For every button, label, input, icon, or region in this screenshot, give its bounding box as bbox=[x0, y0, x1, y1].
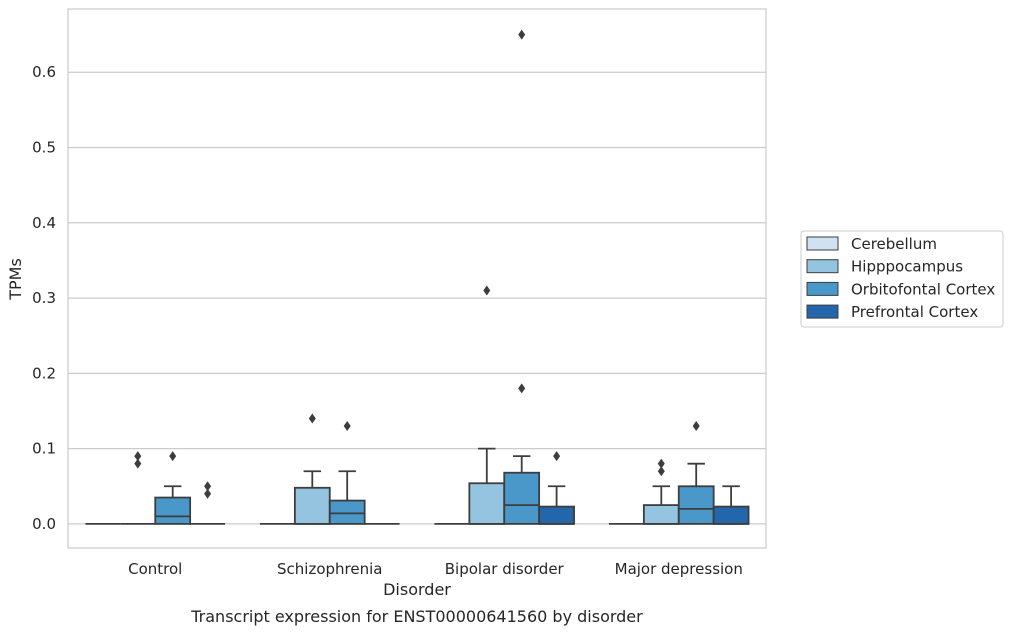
legend: Cerebellum Hipppocampus Orbitofontal Corte… bbox=[800, 230, 1004, 328]
outlier-point bbox=[692, 421, 700, 432]
x-tick-label: Schizophrenia bbox=[277, 560, 382, 578]
y-axis-ticks: 0.0 0.1 0.2 0.3 0.4 0.5 0.6 bbox=[32, 63, 56, 533]
outlier-point bbox=[308, 413, 316, 424]
box-body bbox=[154, 496, 192, 525]
outlier-point bbox=[657, 466, 665, 477]
y-tick-label: 0.5 bbox=[32, 139, 56, 157]
legend-swatch-hipppocampus bbox=[806, 259, 839, 274]
box-hipppocampus-major-depression bbox=[642, 458, 680, 525]
legend-frame bbox=[800, 230, 1004, 328]
outlier-point bbox=[518, 29, 526, 40]
x-axis-ticks: Control Schizophrenia Bipolar disorder Majo… bbox=[128, 560, 743, 578]
y-axis-label: TPMs bbox=[6, 258, 25, 301]
outlier-point bbox=[518, 383, 526, 394]
legend-label-prefrontal-cortex: Prefrontal Cortex bbox=[851, 303, 978, 321]
outlier-point bbox=[134, 451, 142, 462]
x-axis-label: Disorder bbox=[383, 580, 451, 599]
outlier-point bbox=[343, 421, 351, 432]
box-body bbox=[328, 499, 366, 525]
x-tick-label: Control bbox=[128, 560, 182, 578]
outlier-point bbox=[553, 451, 561, 462]
plot-area-frame bbox=[67, 8, 767, 549]
x-tick-label: Major depression bbox=[615, 560, 743, 578]
y-tick-label: 0.3 bbox=[32, 289, 56, 307]
y-tick-label: 0.4 bbox=[32, 214, 56, 232]
outlier-point bbox=[483, 285, 491, 296]
box-hipppocampus-schizophrenia bbox=[293, 413, 331, 525]
box-hipppocampus-bipolar-disorder bbox=[468, 285, 506, 525]
y-tick-label: 0.2 bbox=[32, 364, 56, 382]
x-tick-label: Bipolar disorder bbox=[445, 560, 565, 578]
box-body bbox=[503, 471, 541, 525]
legend-swatch-prefrontal-cortex bbox=[806, 304, 839, 319]
legend-swatch-orbitofontal-cortex bbox=[806, 281, 839, 296]
box-body bbox=[468, 482, 506, 525]
box-body bbox=[538, 505, 575, 525]
outlier-point bbox=[204, 481, 212, 492]
outlier-point bbox=[134, 458, 142, 469]
y-tick-label: 0.0 bbox=[32, 515, 56, 533]
box-prefrontal-cortex-control bbox=[190, 481, 226, 525]
outlier-point bbox=[657, 458, 665, 469]
box-body bbox=[712, 505, 750, 525]
y-tick-label: 0.6 bbox=[32, 63, 56, 81]
y-tick-label: 0.1 bbox=[32, 440, 56, 458]
box-body bbox=[293, 486, 331, 525]
box-orbitofontal-cortex-control bbox=[154, 451, 192, 525]
figure-caption: Transcript expression for ENST0000064156… bbox=[190, 607, 643, 626]
box-body bbox=[642, 504, 680, 525]
outlier-point bbox=[204, 488, 212, 499]
box-orbitofontal-cortex-schizophrenia bbox=[328, 421, 366, 525]
box-prefrontal-cortex-major-depression bbox=[712, 485, 750, 525]
box-body bbox=[677, 485, 715, 525]
legend-label-orbitofontal-cortex: Orbitofontal Cortex bbox=[851, 280, 995, 298]
box-plot-groups bbox=[85, 29, 750, 525]
box-hipppocampus-control bbox=[120, 451, 156, 525]
box-orbitofontal-cortex-bipolar-disorder bbox=[503, 29, 541, 525]
legend-swatch-cerebellum bbox=[806, 236, 839, 251]
legend-label-cerebellum: Cerebellum bbox=[851, 235, 937, 253]
grid-lines bbox=[68, 71, 766, 525]
box-prefrontal-cortex-bipolar-disorder bbox=[538, 451, 575, 525]
box-orbitofontal-cortex-major-depression bbox=[677, 421, 715, 525]
legend-label-hipppocampus: Hipppocampus bbox=[851, 258, 963, 276]
outlier-point bbox=[169, 451, 177, 462]
